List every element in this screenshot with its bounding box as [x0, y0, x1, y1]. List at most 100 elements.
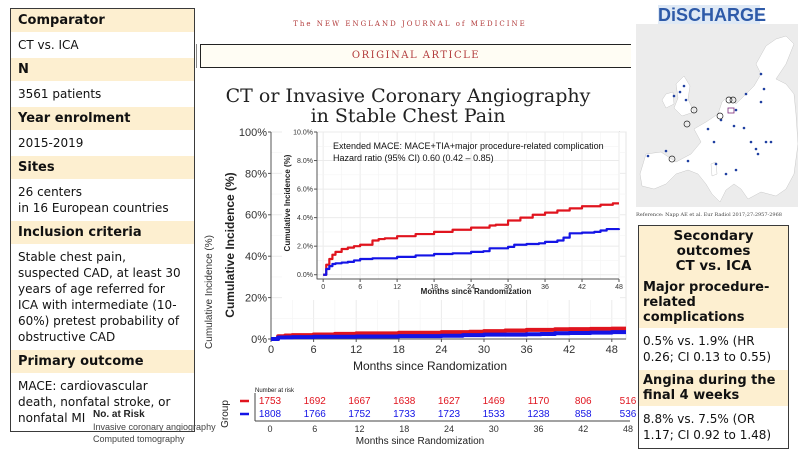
reference-site-marker [690, 106, 698, 114]
risk-table-cell: 1469 [483, 396, 506, 407]
inset-series-line-ct [323, 227, 621, 276]
site-marker [759, 100, 763, 104]
site-marker [744, 92, 748, 96]
year-enrolment-value: 2015-2019 [11, 130, 194, 156]
inset-x-tick-label: 30 [504, 284, 512, 291]
sites-value: 26 centers in 16 European countries [11, 179, 194, 221]
inclusion-criteria-heading: Inclusion criteria [11, 221, 194, 244]
main-x-tick-label: 36 [520, 344, 532, 356]
angina-heading: Angina during the final 4 weeks [639, 370, 788, 406]
inset-x-axis-label: Months since Randomization [421, 287, 532, 296]
main-x-tick-label: 12 [350, 344, 362, 356]
risk-table-cell: 1752 [348, 409, 371, 420]
site-marker [742, 126, 746, 130]
site-marker [749, 140, 753, 144]
inset-x-tick-label: 42 [578, 284, 586, 291]
no-at-risk-title: No. at Risk [93, 409, 145, 420]
main-x-tick-label: 30 [478, 344, 490, 356]
site-marker [646, 154, 650, 158]
main-y-tick-label: 100% [239, 127, 267, 139]
reference-site-marker [668, 155, 676, 163]
main-x-tick-label: 48 [606, 344, 618, 356]
reference-site-marker [729, 96, 737, 104]
site-marker [734, 108, 738, 112]
inset-y-tick-label: 4.0% [297, 215, 313, 222]
no-at-risk-row-ct: Computed tomography [93, 434, 185, 444]
title-line-1: CT or Invasive Coronary Angiography [225, 85, 591, 107]
inset-annotation-line-2: Hazard ratio (95% CI) 0.60 (0.42 – 0.85) [333, 153, 494, 163]
main-x-tick-label: 42 [563, 344, 575, 356]
site-marker [769, 140, 773, 144]
site-marker [686, 159, 690, 163]
comparator-heading: Comparator [11, 9, 194, 32]
site-marker [764, 140, 768, 144]
risk-table-cell: 858 [575, 409, 592, 420]
main-x-tick-label: 0 [268, 344, 274, 356]
inset-x-tick-label: 18 [430, 284, 438, 291]
site-marker [672, 94, 676, 98]
reference-site-marker [716, 112, 724, 120]
risk-table-x-tick-label: 12 [354, 424, 364, 434]
risk-table-x-tick-label: 18 [399, 424, 409, 434]
main-y-tick-label: 0% [251, 334, 267, 346]
study-info-panel: Comparator CT vs. ICA N 3561 patients Ye… [10, 8, 195, 432]
main-y-tick-label: 80% [245, 168, 267, 180]
inset-y-tick-label: 8.0% [297, 158, 313, 165]
risk-table-x-tick-label: 6 [312, 424, 317, 434]
site-marker [664, 149, 668, 153]
site-marker [684, 98, 688, 102]
article-title: CT or Invasive Coronary Angiography in S… [198, 86, 618, 126]
site-marker [734, 168, 738, 172]
reference-site-marker [683, 120, 691, 128]
inset-plot-area [316, 131, 620, 280]
risk-table-title: Number at risk [255, 388, 295, 394]
year-enrolment-heading: Year enrolment [11, 107, 194, 130]
procedure-complications-heading: Major procedure-related complications [639, 277, 788, 328]
procedure-complications-value: 0.5% vs. 1.9% (HR 0.26; CI 0.13 to 0.55) [643, 334, 772, 364]
map-reference: Reference: Napp AE et al. Eur Radiol 201… [636, 212, 782, 218]
site-marker [762, 87, 766, 91]
inset-x-tick-label: 12 [393, 284, 401, 291]
risk-table-x-tick-label: 36 [533, 424, 543, 434]
risk-table-x-tick-label: 42 [578, 424, 588, 434]
reference-site-marker [725, 96, 733, 104]
article-banner: ORIGINAL ARTICLE [200, 44, 631, 68]
sites-heading: Sites [11, 156, 194, 179]
site-marker [682, 84, 686, 88]
main-x-tick-label: 6 [311, 344, 317, 356]
main-y-tick-label: 60% [245, 210, 267, 222]
risk-table-cell: 1238 [527, 409, 550, 420]
discharge-logo: DiSCHARGE [658, 5, 767, 25]
main-x-tick-label: 18 [393, 344, 405, 356]
europe-sites-map [636, 24, 799, 207]
risk-table-cell: 1766 [304, 409, 327, 420]
risk-table-cell: 1533 [483, 409, 506, 420]
inset-series-line-ica [323, 202, 619, 276]
secondary-title-line-1: Secondary outcomes [673, 228, 754, 259]
risk-table-cell: 1808 [259, 409, 282, 420]
angina-value: 8.8% vs. 7.5% (OR 1.17; CI 0.92 to 1.48) [643, 412, 772, 442]
risk-table-x-tick-label: 0 [267, 424, 272, 434]
site-marker [754, 147, 758, 151]
inset-x-tick-label: 36 [541, 284, 549, 291]
n-heading: N [11, 58, 194, 81]
risk-table-x-axis-label: Months since Randomization [356, 436, 484, 447]
risk-table-cell: 516 [620, 396, 637, 407]
primary-outcome-heading: Primary outcome [11, 350, 194, 373]
main-x-tick-label: 24 [435, 344, 447, 356]
site-marker [719, 118, 723, 122]
risk-table-cell: 1733 [393, 409, 416, 420]
risk-table-x-tick-label: 24 [444, 424, 454, 434]
title-line-2: in Stable Chest Pain [310, 105, 506, 127]
secondary-title-line-2: CT vs. ICA [675, 258, 752, 274]
uk-landmass [673, 75, 695, 117]
site-marker [732, 124, 736, 128]
risk-table-cell: 536 [620, 409, 637, 420]
risk-table-cell: 1753 [259, 396, 282, 407]
risk-table-x-tick-label: 30 [489, 424, 499, 434]
site-marker [714, 162, 718, 166]
risk-table-cell: 1692 [304, 396, 327, 407]
n-value: 3561 patients [11, 81, 194, 107]
coordinating-center-marker [727, 107, 735, 114]
